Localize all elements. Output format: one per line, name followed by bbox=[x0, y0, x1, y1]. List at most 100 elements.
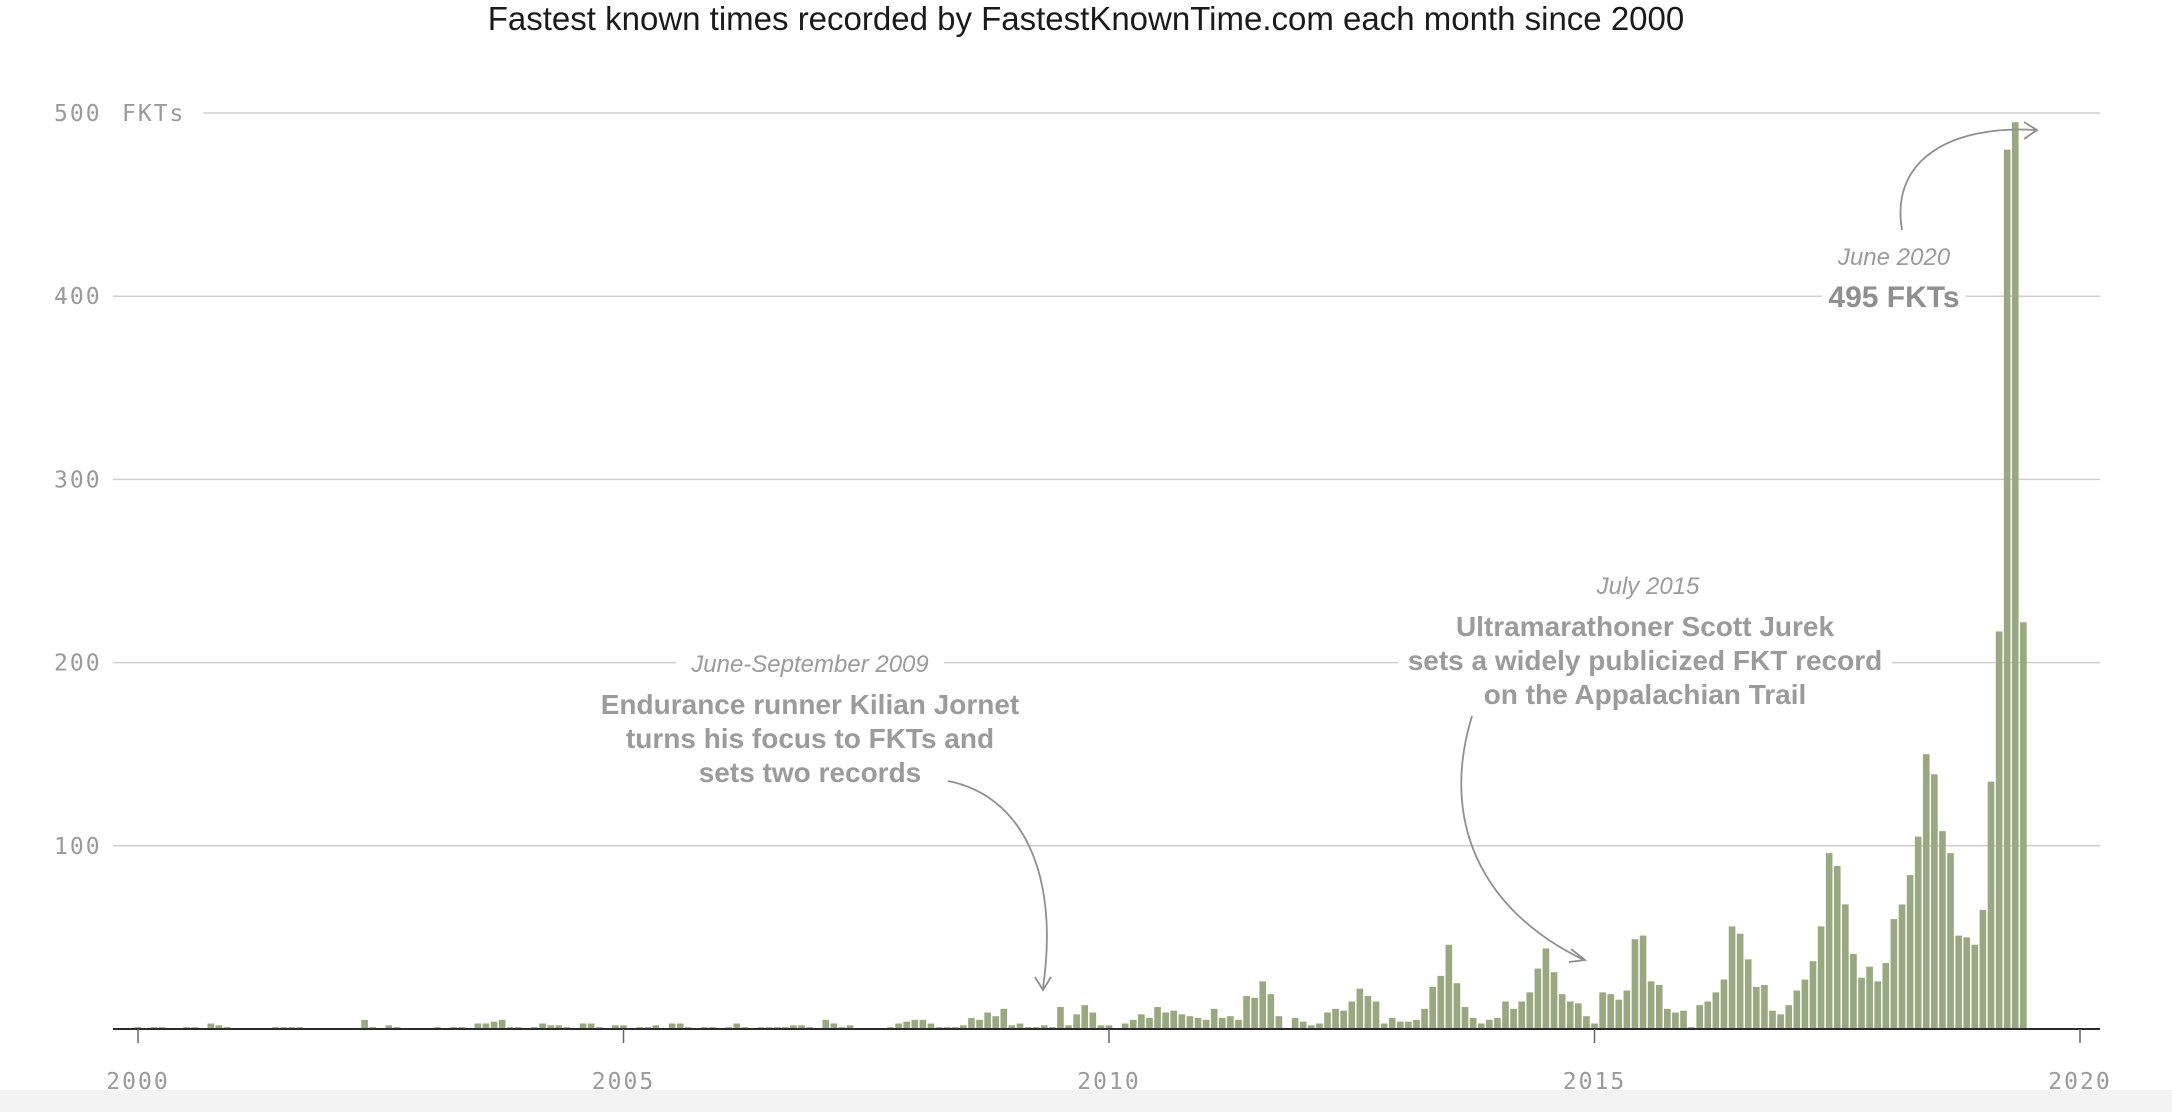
bar-month-202 bbox=[1769, 1010, 1776, 1029]
bar-month-149 bbox=[1340, 1010, 1347, 1029]
y-tick-label-500: 500 bbox=[54, 101, 102, 127]
bar-month-179 bbox=[1583, 1016, 1590, 1029]
bar-month-117 bbox=[1081, 1005, 1089, 1029]
bar-month-226 bbox=[1963, 937, 1971, 1029]
bar-month-42 bbox=[474, 1023, 482, 1029]
bar-month-185 bbox=[1631, 939, 1639, 1029]
annotation-2015-line-2: sets a widely publicized FKT record bbox=[1408, 645, 1883, 676]
bar-month-172 bbox=[1526, 992, 1534, 1029]
bar-month-82 bbox=[798, 1025, 805, 1029]
bar-month-182 bbox=[1607, 994, 1615, 1029]
annotation-2009-date: June-September 2009 bbox=[690, 651, 929, 678]
bar-month-209 bbox=[1825, 853, 1833, 1029]
bar-month-125 bbox=[1146, 1018, 1153, 1029]
bar-month-67 bbox=[676, 1023, 684, 1029]
annotation-2015-date: July 2015 bbox=[1596, 573, 1700, 600]
bar-month-221 bbox=[1922, 754, 1930, 1029]
annotation-2020-arrow bbox=[1899, 128, 2037, 231]
bar-month-134 bbox=[1218, 1018, 1226, 1029]
bar-month-141 bbox=[1275, 1016, 1283, 1029]
annotation-2009-line-3: sets two records bbox=[699, 757, 922, 788]
bar-month-146 bbox=[1316, 1023, 1323, 1029]
bar-month-81 bbox=[790, 1025, 797, 1029]
bar-month-219 bbox=[1906, 875, 1914, 1029]
bar-month-133 bbox=[1210, 1008, 1218, 1029]
bar-month-154 bbox=[1380, 1023, 1388, 1029]
bars bbox=[134, 122, 2027, 1029]
bar-month-50 bbox=[539, 1023, 546, 1029]
bar-month-208 bbox=[1817, 926, 1825, 1029]
bar-month-177 bbox=[1566, 1001, 1574, 1029]
bar-month-173 bbox=[1534, 968, 1542, 1029]
bar-month-195 bbox=[1712, 992, 1720, 1029]
bar-month-197 bbox=[1728, 926, 1736, 1029]
bar-month-156 bbox=[1396, 1021, 1404, 1029]
bar-month-203 bbox=[1777, 1014, 1784, 1029]
bar-month-166 bbox=[1477, 1023, 1485, 1029]
bar-month-200 bbox=[1753, 986, 1760, 1029]
bar-month-187 bbox=[1647, 981, 1655, 1029]
y-gridlines bbox=[113, 112, 2100, 847]
bar-month-109 bbox=[1016, 1023, 1024, 1029]
bar-month-168 bbox=[1494, 1018, 1501, 1029]
y-tick-label-200: 200 bbox=[54, 651, 102, 677]
bar-month-232 bbox=[2011, 122, 2019, 1029]
bar-month-165 bbox=[1469, 1018, 1477, 1029]
bar-month-153 bbox=[1372, 1001, 1380, 1029]
bar-month-215 bbox=[1874, 981, 1882, 1029]
bar-month-233 bbox=[2020, 622, 2027, 1029]
bar-month-220 bbox=[1914, 836, 1922, 1029]
bar-month-9 bbox=[207, 1023, 215, 1029]
annotation-2020-value: 495 FKTs bbox=[1828, 281, 1959, 314]
bar-month-223 bbox=[1939, 831, 1946, 1029]
bar-month-120 bbox=[1105, 1025, 1113, 1029]
y-tick-labels: 100 200 300 400 500 FKTs bbox=[54, 101, 183, 860]
bar-month-127 bbox=[1162, 1012, 1169, 1029]
bar-month-115 bbox=[1065, 1025, 1072, 1029]
bar-month-56 bbox=[587, 1023, 595, 1029]
bar-month-66 bbox=[668, 1023, 676, 1029]
bar-month-102 bbox=[960, 1025, 967, 1029]
bar-month-160 bbox=[1429, 986, 1436, 1029]
bar-month-190 bbox=[1672, 1012, 1679, 1029]
bar-month-189 bbox=[1664, 1008, 1671, 1029]
bar-month-122 bbox=[1121, 1023, 1129, 1029]
x-tick-labels: 2000 2005 2010 2015 2020 bbox=[106, 1029, 2110, 1095]
annotation-2015-line-2-backdrop bbox=[1398, 640, 1892, 680]
bar-month-216 bbox=[1882, 963, 1890, 1029]
bar-month-196 bbox=[1720, 979, 1728, 1029]
annotation-2015-arrow bbox=[1460, 715, 1585, 961]
bar-month-217 bbox=[1890, 919, 1898, 1029]
bar-month-212 bbox=[1850, 953, 1857, 1029]
bar-month-98 bbox=[927, 1023, 935, 1029]
bar-month-194 bbox=[1704, 1001, 1712, 1029]
annotation-2020-date: June 2020 bbox=[1837, 244, 1951, 271]
bar-month-143 bbox=[1291, 1018, 1299, 1029]
bar-month-132 bbox=[1202, 1019, 1210, 1029]
bar-month-186 bbox=[1639, 935, 1647, 1029]
bar-month-147 bbox=[1324, 1012, 1331, 1029]
bar-month-199 bbox=[1744, 959, 1752, 1029]
bar-month-218 bbox=[1898, 904, 1906, 1029]
bar-month-31 bbox=[385, 1025, 393, 1029]
bar-month-193 bbox=[1696, 1005, 1704, 1029]
bar-month-103 bbox=[968, 1018, 975, 1029]
bar-month-119 bbox=[1097, 1025, 1105, 1029]
y-tick-label-400: 400 bbox=[54, 284, 102, 310]
bar-month-181 bbox=[1599, 992, 1606, 1029]
bar-month-161 bbox=[1437, 975, 1445, 1029]
bar-month-206 bbox=[1801, 979, 1809, 1029]
bar-month-163 bbox=[1453, 983, 1461, 1029]
bar-month-135 bbox=[1227, 1016, 1234, 1029]
annotation-2020-value-backdrop bbox=[1822, 280, 1966, 314]
bar-month-207 bbox=[1809, 961, 1817, 1029]
bar-month-136 bbox=[1235, 1019, 1242, 1029]
annotation-2009: June-September 2009 Endurance runner Kil… bbox=[601, 646, 1052, 992]
bar-month-164 bbox=[1461, 1007, 1469, 1029]
bar-month-231 bbox=[2003, 149, 2011, 1029]
bar-month-140 bbox=[1267, 994, 1275, 1029]
bar-month-45 bbox=[498, 1019, 506, 1029]
bar-month-139 bbox=[1259, 981, 1267, 1029]
bar-month-229 bbox=[1987, 781, 1995, 1029]
